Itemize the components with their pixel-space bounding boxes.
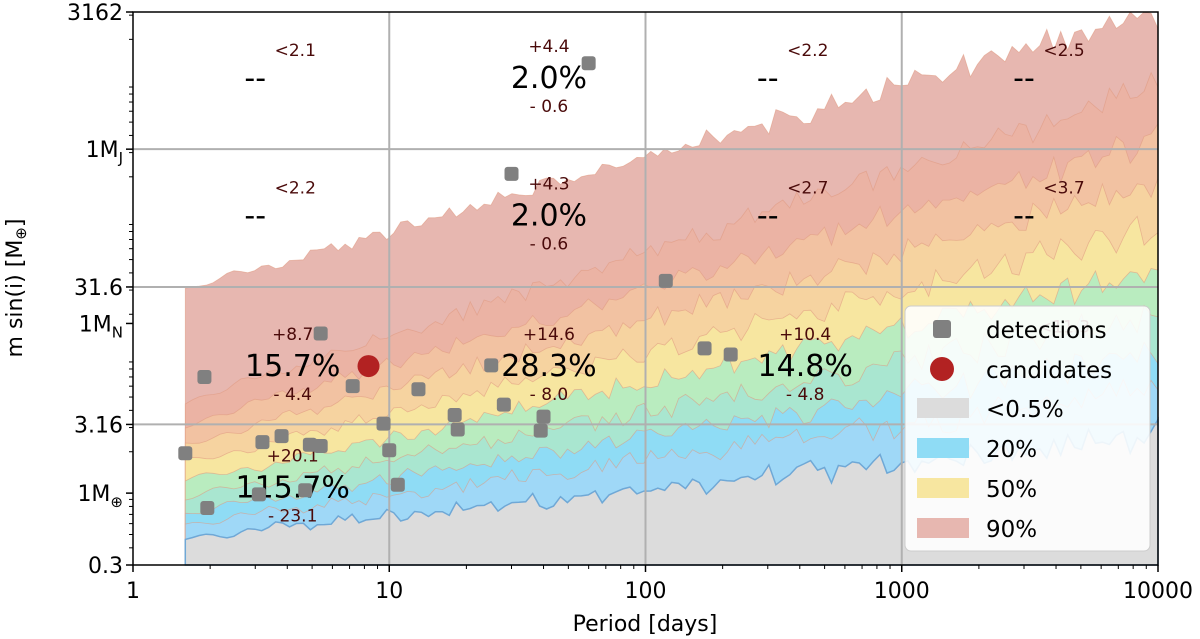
detection-point [345,379,360,394]
occurrence-rate-labels: 115.7%+20.1- 23.115.7%+8.7- 4.4--<2.2--<… [236,37,1091,527]
detection-point [723,347,738,362]
detection-point [376,416,391,431]
cell-rate-12: -- [1013,61,1035,96]
detection-point [697,341,712,356]
cell-upper-9: <2.2 [787,41,828,61]
detection-point [581,56,596,71]
cell-upper-2: <2.2 [275,178,316,198]
cell-upper-1: +8.7 [272,325,313,345]
data-points [178,56,738,515]
y-tick-label: 3.16 [74,413,123,438]
y-tick-label: 0.3 [88,554,123,579]
detection-point [274,429,289,444]
candidate-point [357,355,380,378]
x-tick-label: 1 [126,579,140,604]
cell-rate-9: -- [757,61,779,96]
detection-point [302,437,317,452]
legend-marker-detections [933,320,951,338]
x-tick-label: 10000 [1123,579,1193,604]
cell-rate-4: 28.3% [501,349,596,384]
legend-patch-50 [917,478,969,498]
axis-ticks: 1 10 100 1000 10000 0.3 1M⊕ 3.16 1MN 31.6 1MJ 3162 [67,1,1193,604]
cell-upper-6: +4.4 [528,37,569,57]
cell-rate-11: -- [1013,198,1035,233]
cell-lower-4: - 8.0 [530,385,569,405]
cell-lower-7: - 4.8 [786,385,825,405]
cell-upper-11: <3.7 [1043,178,1084,198]
y-tick-label: 1M⊕ [77,482,123,511]
y-tick-label: 1MN [79,312,123,341]
legend-patch-0-5 [917,398,969,418]
x-axis-title: Period [days] [573,612,718,637]
cell-rate-3: -- [244,61,266,96]
cell-rate-2: -- [244,198,266,233]
cell-upper-12: <2.5 [1043,41,1084,61]
legend-label-50: 50% [986,477,1037,503]
legend-label-candidates: candidates [986,358,1112,384]
detection-point [313,439,328,454]
cell-rate-5: 2.0% [511,198,587,233]
cell-upper-4: +14.6 [523,325,575,345]
cell-rate-6: 2.0% [511,61,587,96]
detection-point [255,435,270,450]
cell-upper-8: <2.7 [787,178,828,198]
y-tick-label: 31.6 [74,276,123,301]
x-tick-label: 10 [375,579,403,604]
x-tick-label: 100 [625,579,667,604]
cell-lower-5: - 0.6 [530,234,569,254]
legend-patch-20 [917,438,969,458]
cell-lower-1: - 4.4 [273,385,312,405]
detection-point [298,483,313,498]
detection-point [484,358,499,373]
detection-point [658,273,673,288]
detection-point [450,422,465,437]
detection-point [411,382,426,397]
detection-point [251,487,266,502]
cell-upper-3: <2.1 [275,41,316,61]
detection-point [536,409,551,424]
cell-rate-8: -- [757,198,779,233]
detection-point [197,369,212,384]
detection-point [504,166,519,181]
detection-point [447,408,462,423]
y-tick-label: 1MJ [86,138,123,167]
legend-label-20: 20% [986,437,1037,463]
cell-rate-1: 15.7% [245,349,340,384]
detection-point [200,500,215,515]
cell-upper-7: +10.4 [779,325,831,345]
legend: detections candidates <0.5% 20% 50% 90% [904,305,1151,552]
x-tick-label: 1000 [874,579,930,604]
detection-point [313,326,328,341]
detection-point [496,397,511,412]
detection-point [178,446,193,461]
legend-label-detections: detections [986,318,1107,344]
detection-point [382,443,397,458]
legend-label-90: 90% [986,517,1037,543]
cell-lower-0: - 23.1 [268,506,317,526]
detection-point [390,477,405,492]
y-tick-label: 3162 [67,1,123,26]
cell-upper-5: +4.3 [528,174,569,194]
detection-point [533,423,548,438]
legend-label-0-5: <0.5% [986,397,1064,423]
legend-patch-90 [917,518,969,538]
legend-marker-candidates [930,357,954,381]
cell-lower-6: - 0.6 [530,97,569,117]
cell-rate-7: 14.8% [758,349,853,384]
y-axis-title: m sin(i) [M⊕] [3,219,30,358]
